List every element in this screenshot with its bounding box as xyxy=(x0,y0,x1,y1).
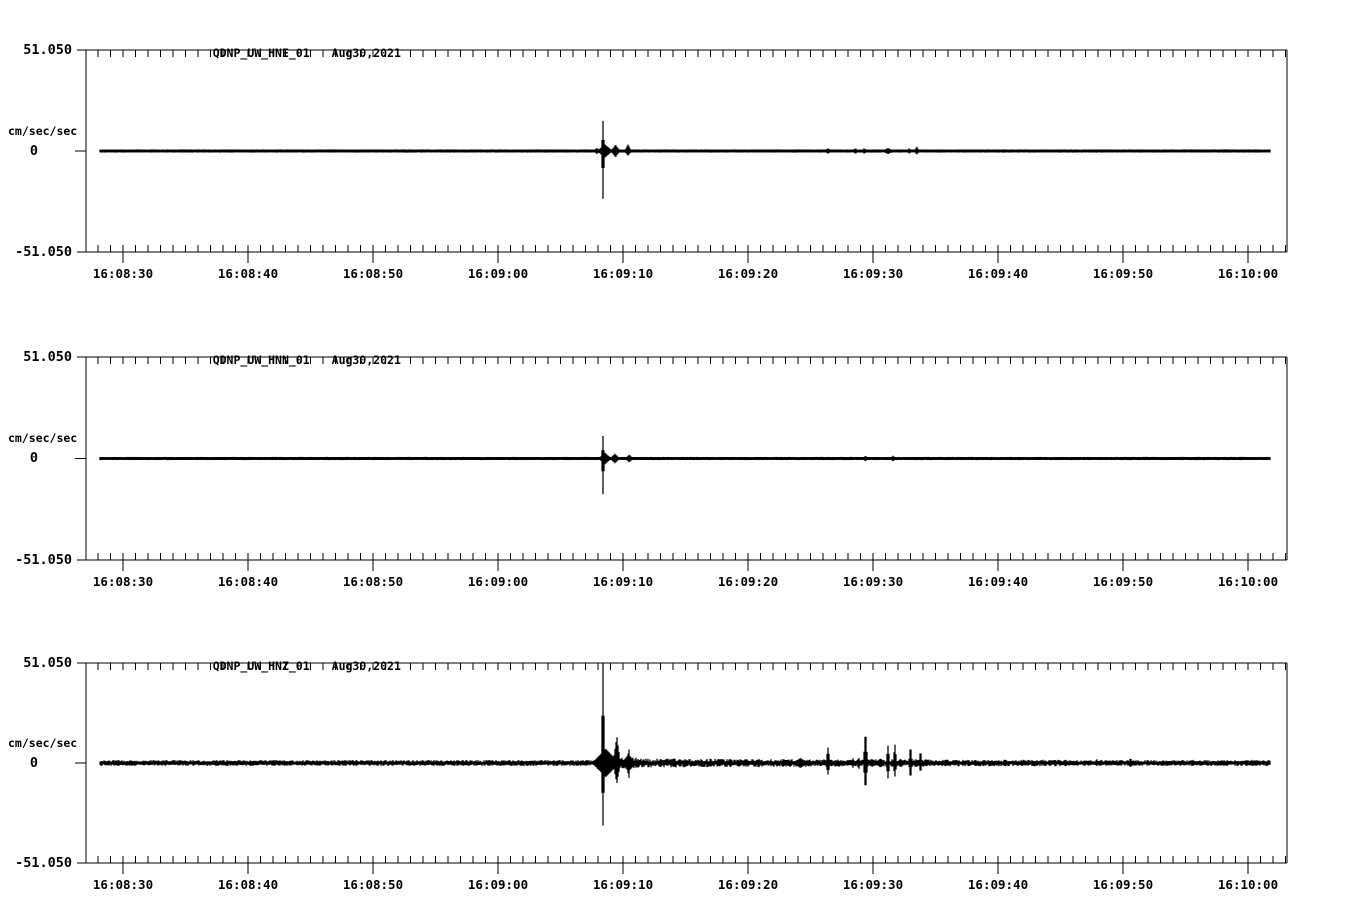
y-axis-zero-label: 0 xyxy=(29,450,38,466)
y-axis-max-label: 51.050 xyxy=(23,349,72,365)
trace-date: Aug30,2021 xyxy=(331,46,401,60)
trace-id-hne: QDNP_UW_HNE_01 xyxy=(212,46,310,60)
x-tick-label: 16:09:30 xyxy=(842,574,904,589)
x-tick-label: 16:09:50 xyxy=(1092,574,1154,589)
panel-title: QDNP_UW_HNE_01 Aug30,2021 xyxy=(185,32,401,60)
plot-frame-and-ticks xyxy=(75,49,1288,263)
x-tick-label: 16:08:40 xyxy=(217,877,279,892)
x-tick-label: 16:09:20 xyxy=(717,574,779,589)
y-axis-min-label: -51.050 xyxy=(15,855,72,871)
x-tick-label: 16:09:50 xyxy=(1092,266,1154,281)
plot-frame-and-ticks xyxy=(75,356,1288,571)
x-tick-label: 16:09:30 xyxy=(842,266,904,281)
x-tick-label: 16:10:00 xyxy=(1217,266,1279,281)
x-tick-label: 16:08:40 xyxy=(217,574,279,589)
x-tick-label: 16:09:10 xyxy=(592,266,654,281)
trace-id-hnz: QDNP_UW_HNZ_01 xyxy=(212,659,310,673)
y-axis-zero-label: 0 xyxy=(29,755,38,771)
x-tick-label: 16:09:00 xyxy=(467,574,529,589)
x-tick-label: 16:10:00 xyxy=(1217,574,1279,589)
waveform-trace-qdnp_uw_hnz_01 xyxy=(99,663,1271,826)
plot-frame-and-ticks xyxy=(75,662,1288,874)
x-tick-label: 16:09:20 xyxy=(717,877,779,892)
y-axis-max-label: 51.050 xyxy=(23,655,72,671)
x-tick-label: 16:09:40 xyxy=(967,877,1029,892)
y-axis-units-label: cm/sec/sec xyxy=(8,736,78,750)
x-tick-label: 16:10:00 xyxy=(1217,877,1279,892)
waveform-trace-qdnp_uw_hnn_01 xyxy=(99,436,1271,495)
x-tick-label: 16:09:00 xyxy=(467,877,529,892)
x-tick-label: 16:09:20 xyxy=(717,266,779,281)
x-tick-label: 16:08:30 xyxy=(92,574,154,589)
x-tick-label: 16:08:50 xyxy=(342,574,404,589)
x-tick-label: 16:08:30 xyxy=(92,266,154,281)
x-tick-label: 16:08:30 xyxy=(92,877,154,892)
panel-title: QDNP_UW_HNZ_01 Aug30,2021 xyxy=(185,645,401,673)
y-axis-min-label: -51.050 xyxy=(15,552,72,568)
trace-date: Aug30,2021 xyxy=(331,659,401,673)
x-tick-label: 16:09:10 xyxy=(592,877,654,892)
x-tick-label: 16:08:40 xyxy=(217,266,279,281)
x-tick-label: 16:08:50 xyxy=(342,877,404,892)
x-tick-label: 16:09:10 xyxy=(592,574,654,589)
x-tick-label: 16:09:30 xyxy=(842,877,904,892)
x-tick-label: 16:09:50 xyxy=(1092,877,1154,892)
waveform-trace-qdnp_uw_hne_01 xyxy=(99,120,1271,199)
panel-title: QDNP_UW_HNN_01 Aug30,2021 xyxy=(185,339,401,367)
x-tick-label: 16:08:50 xyxy=(342,266,404,281)
y-axis-units-label: cm/sec/sec xyxy=(8,431,78,445)
y-axis-zero-label: 0 xyxy=(29,143,38,159)
y-axis-units-label: cm/sec/sec xyxy=(8,124,78,138)
y-axis-min-label: -51.050 xyxy=(15,244,72,260)
trace-id-hnn: QDNP_UW_HNN_01 xyxy=(212,353,310,367)
trace-date: Aug30,2021 xyxy=(331,353,401,367)
y-axis-max-label: 51.050 xyxy=(23,42,72,58)
x-tick-label: 16:09:00 xyxy=(467,266,529,281)
x-tick-label: 16:09:40 xyxy=(967,266,1029,281)
x-tick-label: 16:09:40 xyxy=(967,574,1029,589)
